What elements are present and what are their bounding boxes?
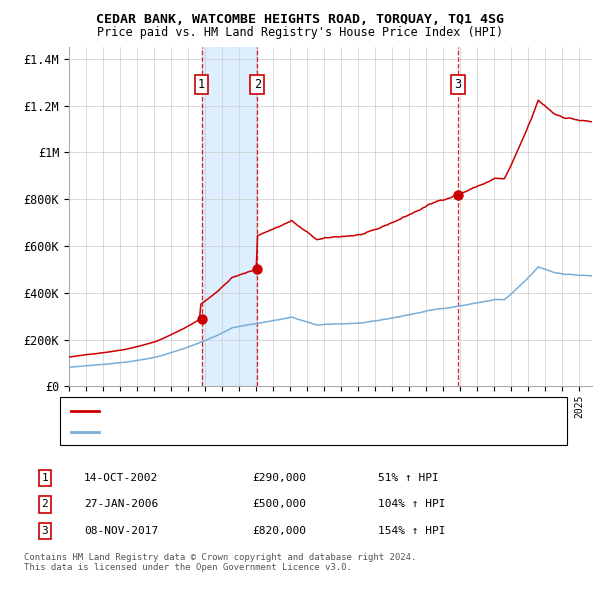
Text: £500,000: £500,000 (252, 500, 306, 509)
Text: 08-NOV-2017: 08-NOV-2017 (84, 526, 158, 536)
Text: £820,000: £820,000 (252, 526, 306, 536)
Text: 3: 3 (41, 526, 49, 536)
Text: 1: 1 (198, 78, 205, 91)
Text: This data is licensed under the Open Government Licence v3.0.: This data is licensed under the Open Gov… (24, 563, 352, 572)
Text: 2: 2 (254, 78, 261, 91)
Text: CEDAR BANK, WATCOMBE HEIGHTS ROAD, TORQUAY, TQ1 4SG: CEDAR BANK, WATCOMBE HEIGHTS ROAD, TORQU… (96, 13, 504, 26)
Text: Price paid vs. HM Land Registry's House Price Index (HPI): Price paid vs. HM Land Registry's House … (97, 26, 503, 39)
Text: 14-OCT-2002: 14-OCT-2002 (84, 473, 158, 483)
Text: 51% ↑ HPI: 51% ↑ HPI (378, 473, 439, 483)
Bar (202, 47, 257, 386)
Text: 1: 1 (41, 473, 49, 483)
Text: 27-JAN-2006: 27-JAN-2006 (84, 500, 158, 509)
Text: 2: 2 (41, 500, 49, 509)
Text: 104% ↑ HPI: 104% ↑ HPI (378, 500, 445, 509)
Text: £290,000: £290,000 (252, 473, 306, 483)
Text: Contains HM Land Registry data © Crown copyright and database right 2024.: Contains HM Land Registry data © Crown c… (24, 553, 416, 562)
Text: 3: 3 (454, 78, 461, 91)
Text: HPI: Average price, detached house, Torbay: HPI: Average price, detached house, Torb… (103, 428, 355, 437)
Text: 154% ↑ HPI: 154% ↑ HPI (378, 526, 445, 536)
Text: CEDAR BANK, WATCOMBE HEIGHTS ROAD, TORQUAY, TQ1 4SG (detached house): CEDAR BANK, WATCOMBE HEIGHTS ROAD, TORQU… (103, 407, 511, 416)
